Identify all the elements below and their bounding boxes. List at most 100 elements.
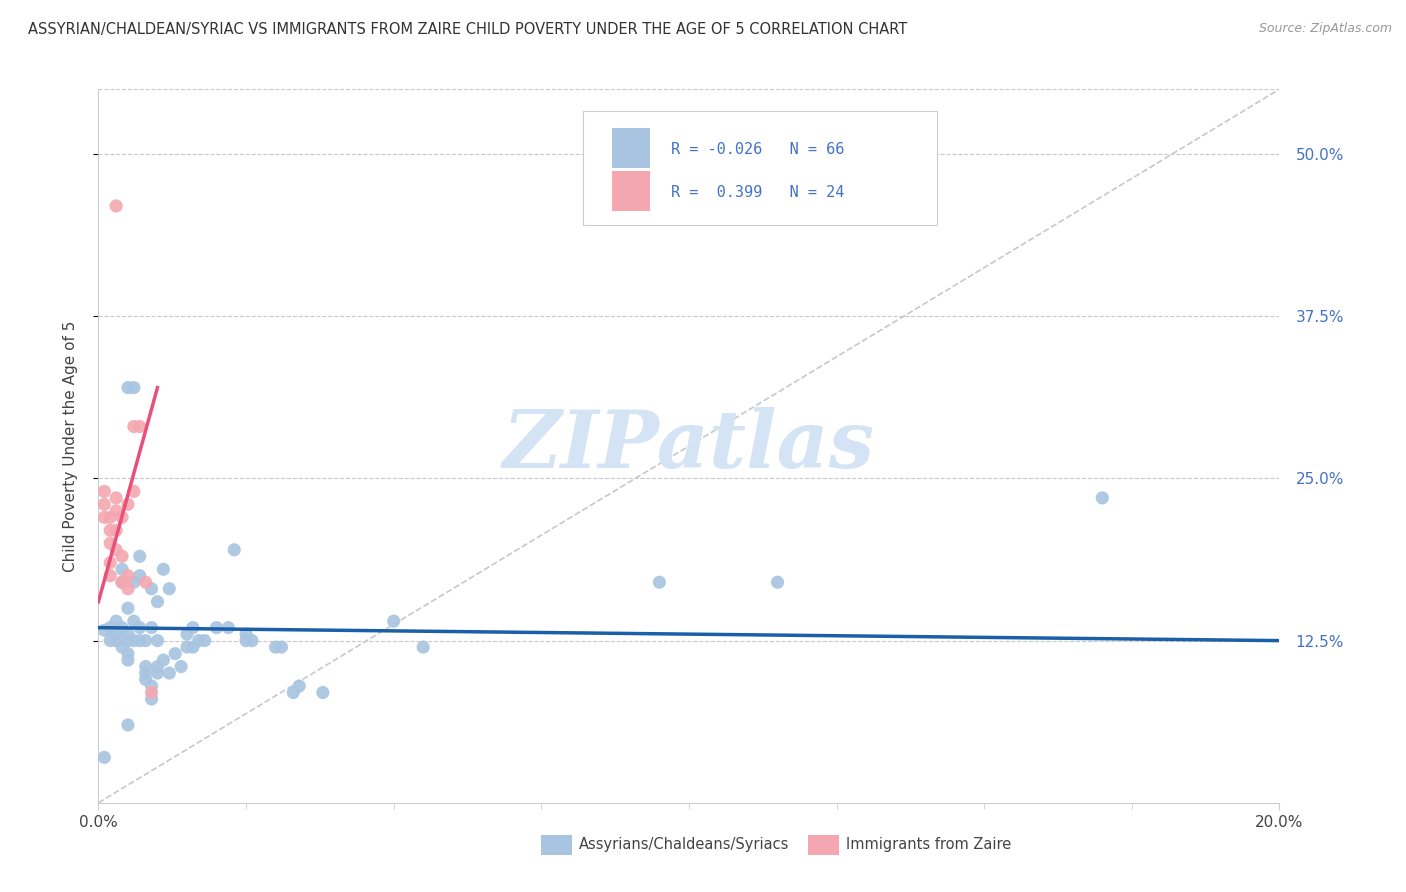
Point: [176, 640, 198, 654]
Point: [264, 640, 287, 654]
Point: [240, 633, 263, 648]
Point: [176, 627, 198, 641]
Point: [117, 381, 139, 395]
Point: [93, 624, 115, 638]
Point: [135, 659, 157, 673]
Point: [122, 381, 145, 395]
Point: [412, 640, 434, 654]
Point: [93, 750, 115, 764]
Point: [382, 614, 405, 628]
Point: [288, 679, 311, 693]
Point: [117, 497, 139, 511]
Point: [187, 633, 209, 648]
Point: [98, 633, 121, 648]
Point: [648, 575, 671, 590]
Point: [98, 556, 121, 570]
Point: [105, 614, 128, 628]
Point: [98, 510, 121, 524]
Point: [141, 685, 163, 699]
Point: [170, 659, 193, 673]
Point: [105, 627, 128, 641]
Point: [111, 562, 134, 576]
Bar: [612, 171, 650, 211]
Point: [181, 640, 204, 654]
Point: [146, 595, 169, 609]
Point: [312, 685, 335, 699]
Point: [141, 679, 163, 693]
Point: [105, 491, 128, 505]
Point: [117, 582, 139, 596]
Point: [128, 568, 150, 582]
Point: [117, 568, 139, 582]
Point: [152, 653, 174, 667]
Text: Immigrants from Zaire: Immigrants from Zaire: [846, 838, 1012, 852]
Point: [117, 633, 139, 648]
Point: [157, 666, 180, 681]
Point: [766, 575, 789, 590]
Point: [157, 582, 180, 596]
Point: [152, 562, 174, 576]
Point: [128, 633, 150, 648]
Point: [194, 633, 217, 648]
Text: R =  0.399   N = 24: R = 0.399 N = 24: [671, 186, 845, 200]
Point: [93, 510, 115, 524]
Point: [117, 718, 139, 732]
Point: [141, 621, 163, 635]
Point: [128, 419, 150, 434]
Point: [270, 640, 292, 654]
Point: [105, 542, 128, 557]
Point: [135, 666, 157, 681]
Point: [235, 633, 257, 648]
Text: ZIPatlas: ZIPatlas: [503, 408, 875, 484]
Point: [135, 575, 157, 590]
Point: [117, 601, 139, 615]
Point: [122, 484, 145, 499]
Point: [93, 497, 115, 511]
Point: [122, 614, 145, 628]
Point: [105, 199, 128, 213]
Point: [135, 633, 157, 648]
Point: [105, 524, 128, 538]
Point: [146, 633, 169, 648]
Point: [181, 621, 204, 635]
Text: ASSYRIAN/CHALDEAN/SYRIAC VS IMMIGRANTS FROM ZAIRE CHILD POVERTY UNDER THE AGE OF: ASSYRIAN/CHALDEAN/SYRIAC VS IMMIGRANTS F…: [28, 22, 907, 37]
Point: [165, 647, 187, 661]
Point: [98, 524, 121, 538]
Text: R = -0.026   N = 66: R = -0.026 N = 66: [671, 143, 845, 157]
Point: [128, 621, 150, 635]
Point: [135, 673, 157, 687]
Point: [98, 621, 121, 635]
FancyBboxPatch shape: [582, 111, 936, 225]
Point: [98, 568, 121, 582]
Point: [235, 627, 257, 641]
Point: [217, 621, 239, 635]
Text: Source: ZipAtlas.com: Source: ZipAtlas.com: [1258, 22, 1392, 36]
Point: [224, 542, 246, 557]
Point: [111, 575, 134, 590]
Point: [117, 627, 139, 641]
Point: [98, 536, 121, 550]
Point: [122, 633, 145, 648]
Point: [111, 549, 134, 564]
Point: [122, 575, 145, 590]
Bar: [612, 128, 650, 168]
Point: [111, 575, 134, 590]
Point: [105, 633, 128, 648]
Point: [205, 621, 228, 635]
Point: [105, 504, 128, 518]
Point: [117, 653, 139, 667]
Text: Assyrians/Chaldeans/Syriacs: Assyrians/Chaldeans/Syriacs: [579, 838, 790, 852]
Point: [93, 484, 115, 499]
Point: [117, 647, 139, 661]
Point: [122, 419, 145, 434]
Point: [146, 659, 169, 673]
Point: [141, 692, 163, 706]
Point: [111, 640, 134, 654]
Point: [146, 666, 169, 681]
Point: [111, 510, 134, 524]
Point: [141, 582, 163, 596]
Point: [111, 621, 134, 635]
Point: [128, 549, 150, 564]
Point: [1091, 491, 1114, 505]
Y-axis label: Child Poverty Under the Age of 5: Child Poverty Under the Age of 5: [63, 320, 77, 572]
